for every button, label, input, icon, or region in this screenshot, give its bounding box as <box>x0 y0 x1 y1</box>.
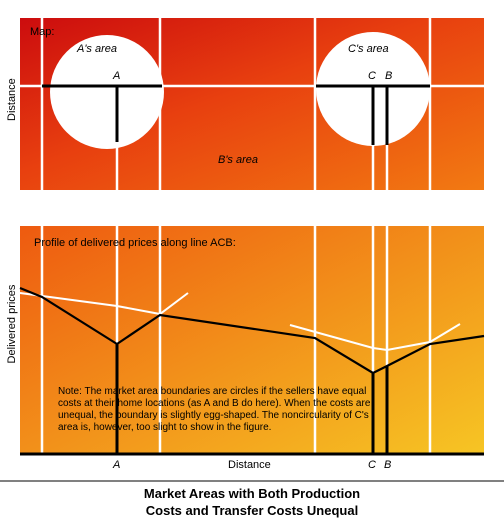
note-line: Note: The market area boundaries are cir… <box>58 386 366 397</box>
x-tick-a: A <box>112 459 120 471</box>
profile-title: Profile of delivered prices along line A… <box>34 237 236 249</box>
profile-x-axis-label: Distance <box>228 459 271 471</box>
map-panel: Map: A's area C's area B's area A C B Di… <box>6 18 484 190</box>
a-market-area-circle <box>50 35 164 149</box>
map-title: Map: <box>30 26 54 38</box>
profile-y-axis-label: Delivered prices <box>6 284 18 363</box>
profile-note: Note: The market area boundaries are cir… <box>58 386 371 433</box>
c-area-label: C's area <box>348 43 389 55</box>
profile-panel: Profile of delivered prices along line A… <box>6 226 485 471</box>
profile-background <box>20 226 484 454</box>
a-area-label: A's area <box>76 43 117 55</box>
caption-line-2: Costs and Transfer Costs Unequal <box>145 503 359 518</box>
point-a-label: A <box>112 70 120 82</box>
point-b-label: B <box>385 70 392 82</box>
caption-line-1: Market Areas with Both Production <box>143 486 361 501</box>
x-tick-b: B <box>384 459 391 471</box>
x-tick-c: C <box>368 459 376 471</box>
white-price-curve-a <box>19 292 189 316</box>
note-line: costs at their home locations (as A and … <box>58 398 371 409</box>
black-price-envelope <box>19 286 485 375</box>
note-line: unequal, the boundary is slightly egg-sh… <box>58 410 369 421</box>
white-price-curve-c <box>289 323 461 352</box>
b-area-label: B's area <box>218 154 258 166</box>
map-y-axis-label: Distance <box>6 78 18 121</box>
point-c-label: C <box>368 70 376 82</box>
note-line: area is, however, too slight to show in … <box>58 422 271 433</box>
